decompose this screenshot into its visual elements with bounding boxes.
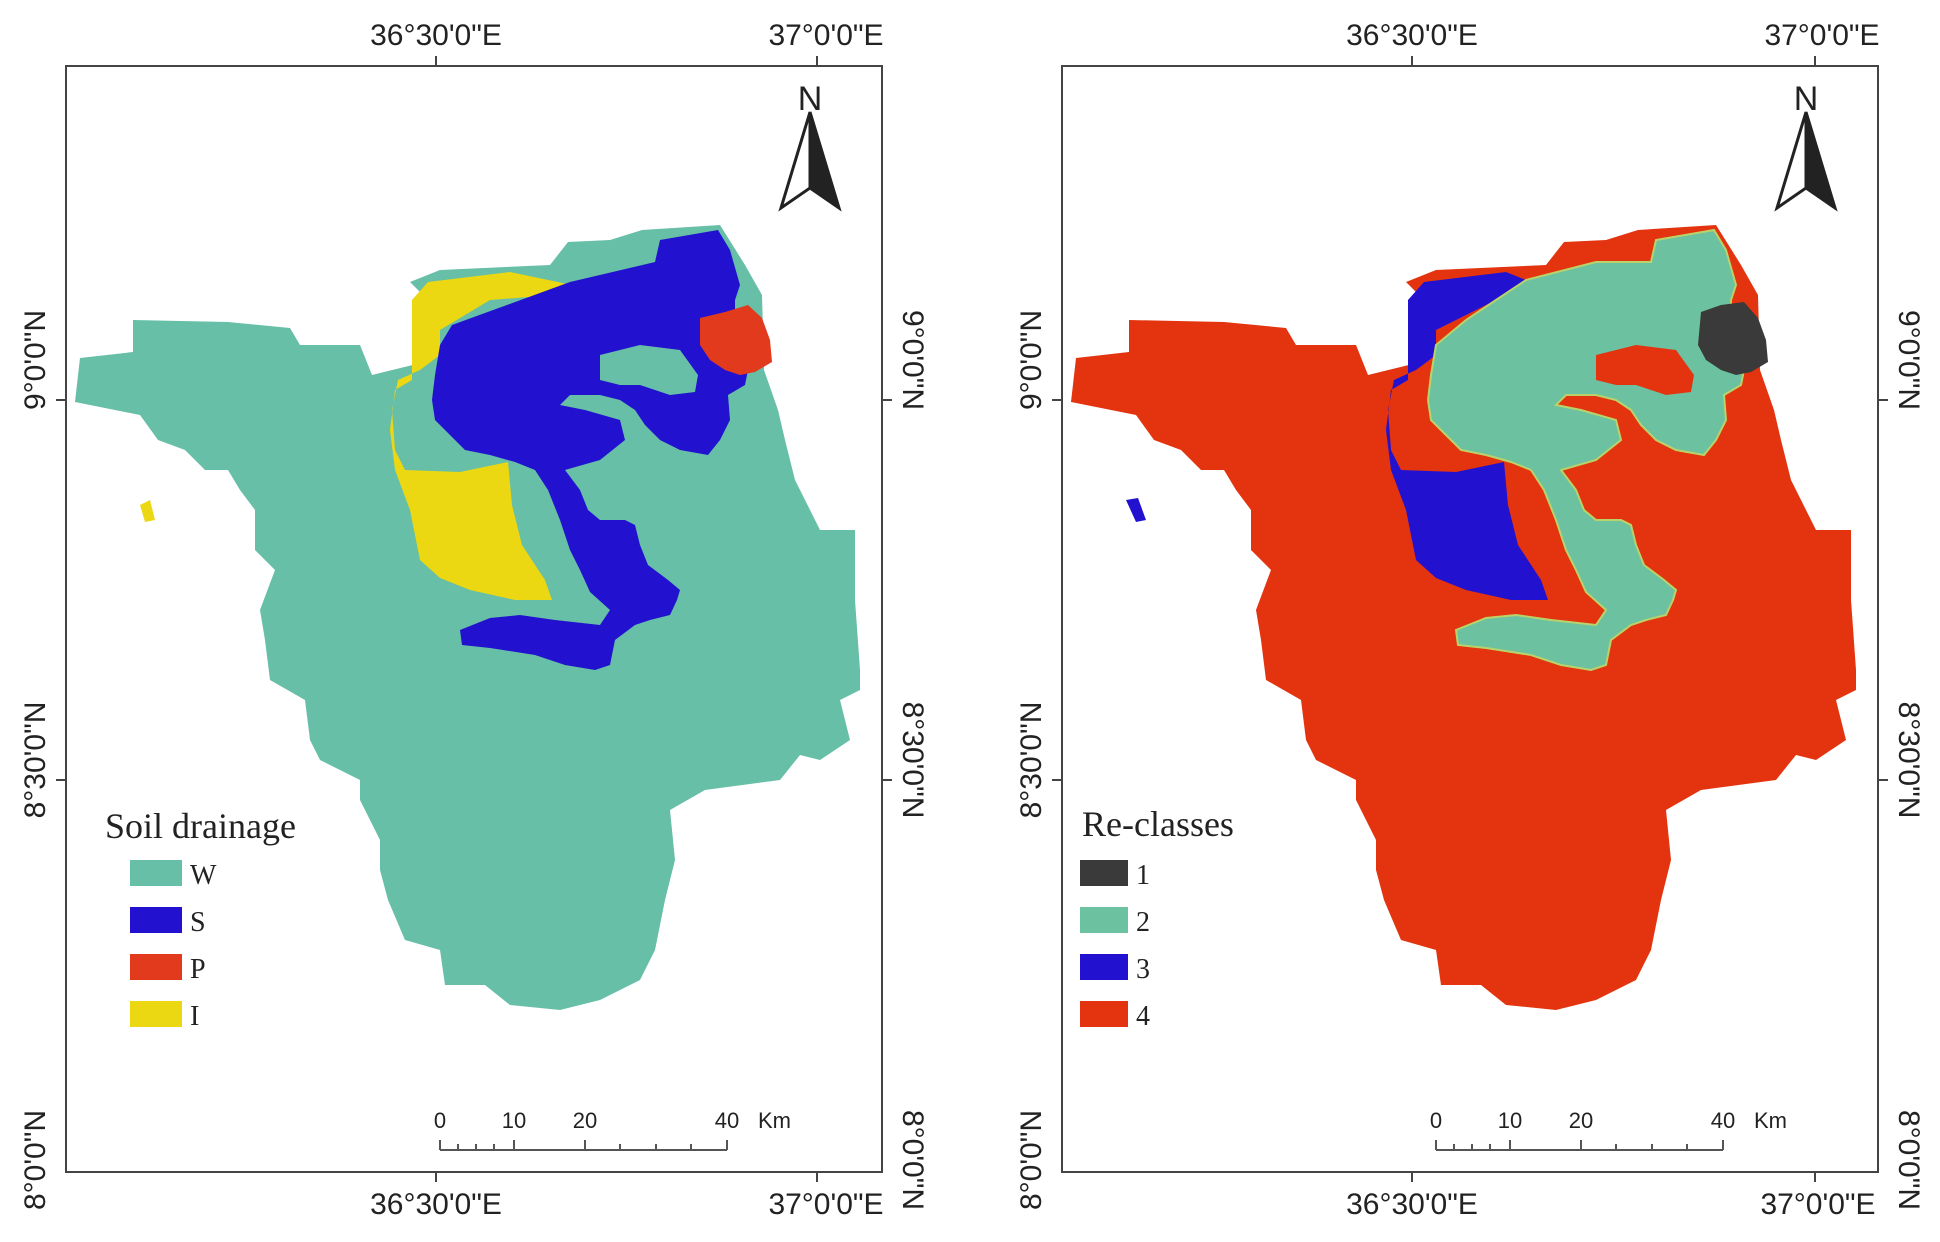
legend-label-s: S bbox=[190, 907, 206, 938]
right-east-lat-label-830: 8°30'0"N bbox=[1892, 702, 1925, 819]
drainage-region-s bbox=[432, 230, 750, 670]
legend-label-3: 3 bbox=[1136, 954, 1150, 985]
legend-label-2: 2 bbox=[1136, 907, 1150, 938]
legend-swatch-3 bbox=[1080, 954, 1128, 980]
right-bottom-lon-label-3700: 37°0'0"E bbox=[1760, 1188, 1875, 1221]
right-bottom-lon-label-3630: 36°30'0"E bbox=[1346, 1188, 1478, 1221]
left-scale-tick-20: 20 bbox=[573, 1108, 597, 1133]
class-region-3 bbox=[1386, 272, 1548, 600]
right-scale-tick-10: 10 bbox=[1498, 1108, 1522, 1133]
left-legend-item-i: I bbox=[130, 1001, 199, 1032]
left-legend: Soil drainage W S P I bbox=[105, 806, 296, 1032]
right-west-lat-label-800: 8°0'0"N bbox=[1015, 1110, 1048, 1210]
left-legend-title: Soil drainage bbox=[105, 806, 296, 846]
right-legend-title: Re-classes bbox=[1082, 804, 1234, 844]
right-legend: Re-classes 1 2 3 4 bbox=[1080, 804, 1234, 1032]
right-east-lat-label-800: 8°0'0"N bbox=[1892, 1110, 1925, 1210]
left-top-lon-label-3700: 37°0'0"E bbox=[768, 19, 883, 52]
legend-label-1: 1 bbox=[1136, 860, 1150, 891]
right-scale-unit: Km bbox=[1754, 1108, 1787, 1133]
right-scale-tick-0: 0 bbox=[1430, 1108, 1442, 1133]
legend-swatch-i bbox=[130, 1001, 182, 1027]
left-scale-tick-40: 40 bbox=[715, 1108, 739, 1133]
right-graticule-ticks bbox=[1052, 56, 1888, 1182]
right-scale-tick-20: 20 bbox=[1569, 1108, 1593, 1133]
left-east-lat-label-800: 8°0'0"N bbox=[896, 1110, 929, 1210]
left-west-lat-label-900: 9°0'0"N bbox=[19, 310, 52, 410]
left-top-lon-label-3630: 36°30'0"E bbox=[370, 19, 502, 52]
right-west-lat-label-830: 8°30'0"N bbox=[1015, 702, 1048, 819]
left-north-label: N bbox=[798, 80, 823, 118]
right-scale-tick-40: 40 bbox=[1711, 1108, 1735, 1133]
left-graticule-ticks bbox=[56, 56, 892, 1182]
right-legend-item-4: 4 bbox=[1080, 1001, 1150, 1032]
drainage-region-i-small bbox=[140, 500, 155, 522]
left-scale-bar: 0 10 20 40 Km bbox=[434, 1108, 791, 1151]
drainage-region-w-inner bbox=[600, 345, 698, 395]
drainage-region-i bbox=[390, 272, 572, 600]
left-east-lat-label-830: 8°30'0"N bbox=[896, 702, 929, 819]
right-legend-item-3: 3 bbox=[1080, 954, 1150, 985]
right-legend-item-1: 1 bbox=[1080, 860, 1150, 891]
left-legend-item-w: W bbox=[130, 860, 217, 891]
legend-swatch-2 bbox=[1080, 907, 1128, 933]
right-north-arrow: N bbox=[1775, 80, 1837, 210]
legend-swatch-1 bbox=[1080, 860, 1128, 886]
left-east-lat-label-900: 9°0'0"N bbox=[896, 310, 929, 410]
left-bottom-lon-label-3700: 37°0'0"E bbox=[768, 1188, 883, 1221]
legend-swatch-p bbox=[130, 954, 182, 980]
left-north-arrow: N bbox=[779, 80, 841, 210]
legend-swatch-s bbox=[130, 907, 182, 933]
right-west-lat-label-900: 9°0'0"N bbox=[1015, 310, 1048, 410]
right-class-regions bbox=[1071, 225, 1856, 1010]
left-scale-tick-10: 10 bbox=[502, 1108, 526, 1133]
left-map-panel: 36°30'0"E 37°0'0"E 36°30'0"E 37°0'0"E 9°… bbox=[19, 19, 929, 1221]
left-scale-tick-0: 0 bbox=[434, 1108, 446, 1133]
legend-label-i: I bbox=[190, 1001, 199, 1032]
legend-label-4: 4 bbox=[1136, 1001, 1150, 1032]
left-scale-unit: Km bbox=[758, 1108, 791, 1133]
class-region-3-small bbox=[1126, 498, 1146, 522]
class-region-1 bbox=[1698, 302, 1768, 375]
legend-label-p: P bbox=[190, 954, 206, 985]
right-scale-bar: 0 10 20 40 Km bbox=[1430, 1108, 1787, 1151]
class-region-4-inner bbox=[1596, 345, 1694, 395]
class-region-2 bbox=[1426, 228, 1748, 672]
right-east-lat-label-900: 9°0'0"N bbox=[1892, 310, 1925, 410]
right-legend-item-2: 2 bbox=[1080, 907, 1150, 938]
right-map-panel: 36°30'0"E 37°0'0"E 36°30'0"E 37°0'0"E 9°… bbox=[1015, 19, 1925, 1221]
right-north-label: N bbox=[1794, 80, 1819, 118]
left-bottom-lon-label-3630: 36°30'0"E bbox=[370, 1188, 502, 1221]
left-west-lat-label-800: 8°0'0"N bbox=[19, 1110, 52, 1210]
right-top-lon-label-3630: 36°30'0"E bbox=[1346, 19, 1478, 52]
legend-label-w: W bbox=[190, 860, 217, 891]
drainage-region-p bbox=[700, 305, 772, 375]
left-legend-item-s: S bbox=[130, 907, 206, 938]
left-west-lat-label-830: 8°30'0"N bbox=[19, 702, 52, 819]
legend-swatch-w bbox=[130, 860, 182, 886]
legend-swatch-4 bbox=[1080, 1001, 1128, 1027]
left-drainage-regions bbox=[75, 225, 860, 1010]
left-legend-item-p: P bbox=[130, 954, 206, 985]
right-top-lon-label-3700: 37°0'0"E bbox=[1764, 19, 1879, 52]
